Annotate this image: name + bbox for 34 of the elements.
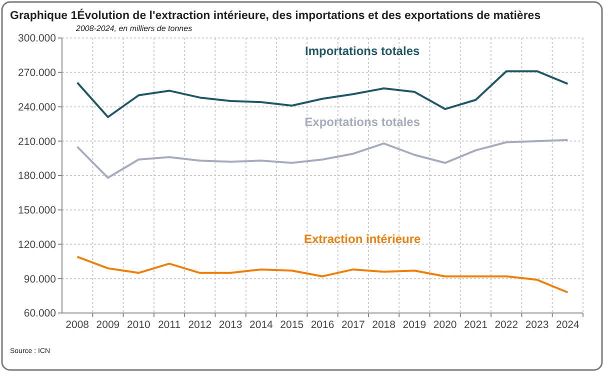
y-tick-label: 60.000 bbox=[24, 308, 56, 320]
x-tick-label: 2022 bbox=[494, 319, 518, 331]
x-tick-label: 2012 bbox=[188, 319, 212, 331]
x-tick-label: 2018 bbox=[372, 319, 396, 331]
y-tick-label: 240.000 bbox=[18, 101, 56, 114]
text: Extraction intérieure bbox=[304, 232, 422, 246]
x-tick-label: 2017 bbox=[341, 319, 365, 331]
text: Exportations totales bbox=[304, 114, 420, 129]
y-tick-label: 300.000 bbox=[18, 32, 56, 45]
line-series bbox=[76, 138, 569, 179]
x-tick-label: 2020 bbox=[433, 319, 457, 331]
x-tick-label: 2009 bbox=[96, 319, 120, 331]
chart-subtitle: 2008-2024, en milliers de tonnes bbox=[75, 24, 192, 33]
x-tick-label: 2019 bbox=[402, 319, 426, 331]
y-tick-label: 180.000 bbox=[18, 170, 56, 182]
x-tick-label: 2008 bbox=[66, 319, 90, 331]
x-tick-label: 2015 bbox=[280, 319, 304, 331]
x-tick-label: 2024 bbox=[556, 319, 580, 331]
x-tick-label: 2016 bbox=[310, 319, 334, 331]
y-tick-label: 270.000 bbox=[18, 67, 56, 80]
x-tick-label: 2011 bbox=[158, 319, 181, 331]
x-tick-label: 2010 bbox=[126, 319, 150, 331]
y-tick-label: 90.000 bbox=[24, 273, 56, 286]
chart-title: Graphique 1Évolution de l'extraction intérieure, des importations et des exportations de matières bbox=[10, 8, 541, 22]
y-tick-label: 210.000 bbox=[18, 136, 56, 148]
y-tick-label: 120.000 bbox=[18, 238, 56, 251]
line-series bbox=[76, 256, 569, 294]
y-tick-label: 150.000 bbox=[18, 204, 56, 217]
x-tick-label: 2021 bbox=[464, 319, 488, 331]
x-tick-label: 2023 bbox=[525, 319, 549, 331]
text: Importations totales bbox=[304, 44, 420, 58]
line-series bbox=[76, 70, 569, 118]
x-tick-label: 2013 bbox=[218, 319, 242, 331]
x-tick-label: 2014 bbox=[250, 319, 274, 331]
